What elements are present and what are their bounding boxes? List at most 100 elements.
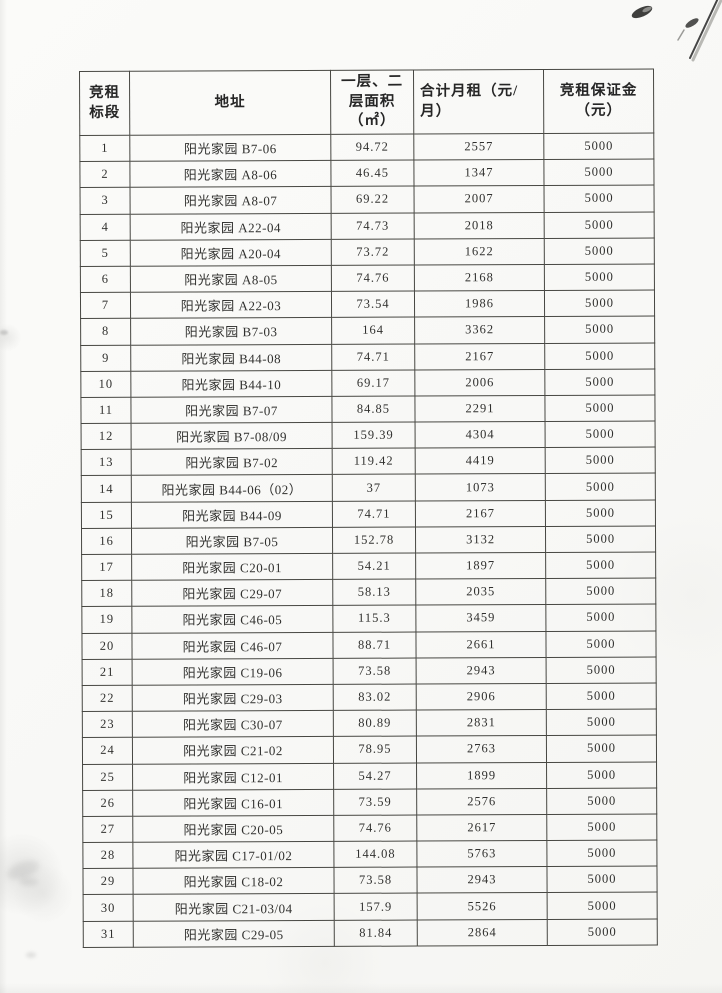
- table-body: 1 阳光家园 B7-06 94.72 2557 5000 2 阳光家园 A8-06 46.45…: [79, 132, 658, 948]
- cell-address: 阳光家园 C29-03: [132, 684, 334, 712]
- cell-monthly-rent: 2018: [414, 212, 545, 239]
- cell-address: 阳光家园 A8-07: [130, 186, 332, 214]
- cell-address: 阳光家园 C46-05: [131, 605, 333, 633]
- cell-address: 阳光家园 A22-03: [130, 291, 332, 319]
- cell-monthly-rent: 2831: [416, 709, 547, 737]
- cell-address: 阳光家园 C21-03/04: [133, 893, 335, 921]
- cell-address: 阳光家园 B7-07: [130, 396, 333, 424]
- table-row: 6 阳光家园 A8-05 74.76 2168 5000: [80, 263, 655, 293]
- table-row: 4 阳光家园 A22-04 74.73 2018 5000: [80, 211, 655, 241]
- column-header-monthly-rent: 合计月租（元/月）: [413, 69, 544, 135]
- cell-deposit: 5000: [546, 709, 657, 736]
- cell-address: 阳光家园 B44-06（02）: [131, 474, 333, 502]
- cell-area: 73.54: [331, 291, 415, 318]
- cell-bid-section: 4: [80, 213, 131, 241]
- cell-bid-section: 8: [80, 318, 131, 345]
- column-header-deposit: 竞租保证金（元）: [543, 68, 654, 134]
- table-row: 12 阳光家园 B7-08/09 159.39 4304 5000: [81, 421, 656, 450]
- cell-bid-section: 23: [82, 711, 133, 738]
- table-row: 9 阳光家园 B44-08 74.71 2167 5000: [80, 342, 655, 372]
- cell-deposit: 5000: [546, 682, 657, 710]
- cell-area: 88.71: [332, 631, 417, 659]
- cell-area: 54.27: [333, 762, 417, 790]
- cell-address: 阳光家园 A22-04: [130, 212, 332, 241]
- table-row: 2 阳光家园 A8-06 46.45 1347 5000: [79, 159, 655, 188]
- cell-area: 119.42: [332, 448, 416, 475]
- cell-address: 阳光家园 B7-06: [129, 134, 331, 162]
- cell-address: 阳光家园 C20-05: [132, 815, 334, 843]
- cell-area: 73.59: [333, 788, 417, 816]
- table-row: 7 阳光家园 A22-03 73.54 1986 5000: [80, 290, 655, 319]
- column-header-bid-section: 竞租标段: [79, 71, 130, 136]
- cell-area: 69.17: [331, 369, 415, 397]
- table-row: 24 阳光家园 C21-02 78.95 2763 5000: [82, 735, 657, 764]
- scan-smudge: [20, 878, 38, 886]
- cell-monthly-rent: 2168: [414, 264, 545, 292]
- cell-address: 阳光家园 B44-10: [130, 370, 332, 398]
- cell-area: 159.39: [332, 422, 416, 449]
- table-row: 19 阳光家园 C46-05 115.3 3459 5000: [81, 604, 656, 634]
- cell-area: 80.89: [333, 710, 417, 737]
- cell-monthly-rent: 2864: [417, 919, 548, 946]
- cell-monthly-rent: 2763: [416, 735, 547, 763]
- table-row: 14 阳光家园 B44-06（02） 37 1073 5000: [81, 473, 656, 503]
- cell-address: 阳光家园 C21-02: [132, 736, 334, 764]
- cell-area: 84.85: [331, 395, 416, 423]
- cell-monthly-rent: 3132: [415, 526, 546, 554]
- cell-address: 阳光家园 C29-07: [131, 579, 333, 607]
- cell-bid-section: 21: [82, 659, 133, 686]
- cell-monthly-rent: 3362: [414, 316, 545, 344]
- cell-address: 阳光家园 A8-06: [129, 160, 332, 188]
- cell-monthly-rent: 1622: [414, 238, 545, 265]
- table-row: 25 阳光家园 C12-01 54.27 1899 5000: [82, 761, 657, 791]
- cell-monthly-rent: 2576: [416, 788, 547, 815]
- cell-bid-section: 14: [81, 475, 132, 503]
- cell-deposit: 5000: [543, 159, 655, 186]
- table-row: 8 阳光家园 B7-03 164 3362 5000: [80, 316, 655, 345]
- cell-bid-section: 2: [79, 161, 131, 188]
- cell-area: 81.84: [334, 919, 418, 947]
- cell-address: 阳光家园 C12-01: [132, 762, 334, 790]
- cell-bid-section: 9: [80, 344, 131, 372]
- column-header-area: 一层、二层面积（㎡）: [330, 70, 414, 135]
- cell-area: 37: [332, 474, 416, 502]
- cell-area: 115.3: [332, 605, 416, 632]
- cell-area: 157.9: [334, 893, 418, 921]
- cell-address: 阳光家园 C20-01: [131, 553, 333, 581]
- cell-bid-section: 6: [80, 266, 131, 293]
- cell-monthly-rent: 2661: [415, 631, 547, 658]
- cell-area: 83.02: [333, 683, 417, 711]
- cell-bid-section: 7: [80, 292, 131, 319]
- cell-monthly-rent: 1986: [414, 290, 545, 318]
- cell-area: 54.21: [332, 553, 416, 580]
- cell-monthly-rent: 2167: [414, 342, 545, 370]
- cell-bid-section: 25: [82, 763, 133, 791]
- cell-address: 阳光家园 A20-04: [130, 239, 332, 267]
- cell-deposit: 5000: [545, 578, 656, 605]
- cell-area: 94.72: [330, 134, 414, 161]
- cell-deposit: 5000: [545, 499, 656, 527]
- cell-deposit: 5000: [544, 290, 655, 317]
- cell-monthly-rent: 3459: [415, 604, 546, 632]
- cell-monthly-rent: 5763: [416, 840, 547, 868]
- table-row: 17 阳光家园 C20-01 54.21 1897 5000: [81, 551, 656, 581]
- cell-area: 46.45: [330, 160, 415, 187]
- cell-bid-section: 17: [81, 554, 132, 581]
- cell-bid-section: 10: [80, 370, 131, 398]
- cell-deposit: 5000: [547, 918, 658, 946]
- cell-deposit: 5000: [544, 316, 655, 343]
- cell-deposit: 5000: [544, 342, 655, 370]
- table-row: 31 阳光家园 C29-05 81.84 2864 5000: [83, 918, 658, 948]
- cell-address: 阳光家园 B44-08: [130, 343, 332, 371]
- cell-deposit: 5000: [544, 263, 655, 291]
- cell-address: 阳光家园 C18-02: [132, 867, 335, 895]
- cell-address: 阳光家园 B44-09: [131, 501, 333, 529]
- table-row: 13 阳光家园 B7-02 119.42 4419 5000: [81, 447, 656, 476]
- cell-deposit: 5000: [544, 394, 656, 422]
- cell-address: 阳光家园 C16-01: [132, 789, 334, 817]
- cell-area: 144.08: [333, 841, 417, 868]
- cell-monthly-rent: 1347: [413, 159, 545, 187]
- cell-monthly-rent: 2167: [415, 500, 546, 527]
- cell-area: 164: [331, 317, 415, 344]
- cell-area: 74.76: [331, 264, 415, 292]
